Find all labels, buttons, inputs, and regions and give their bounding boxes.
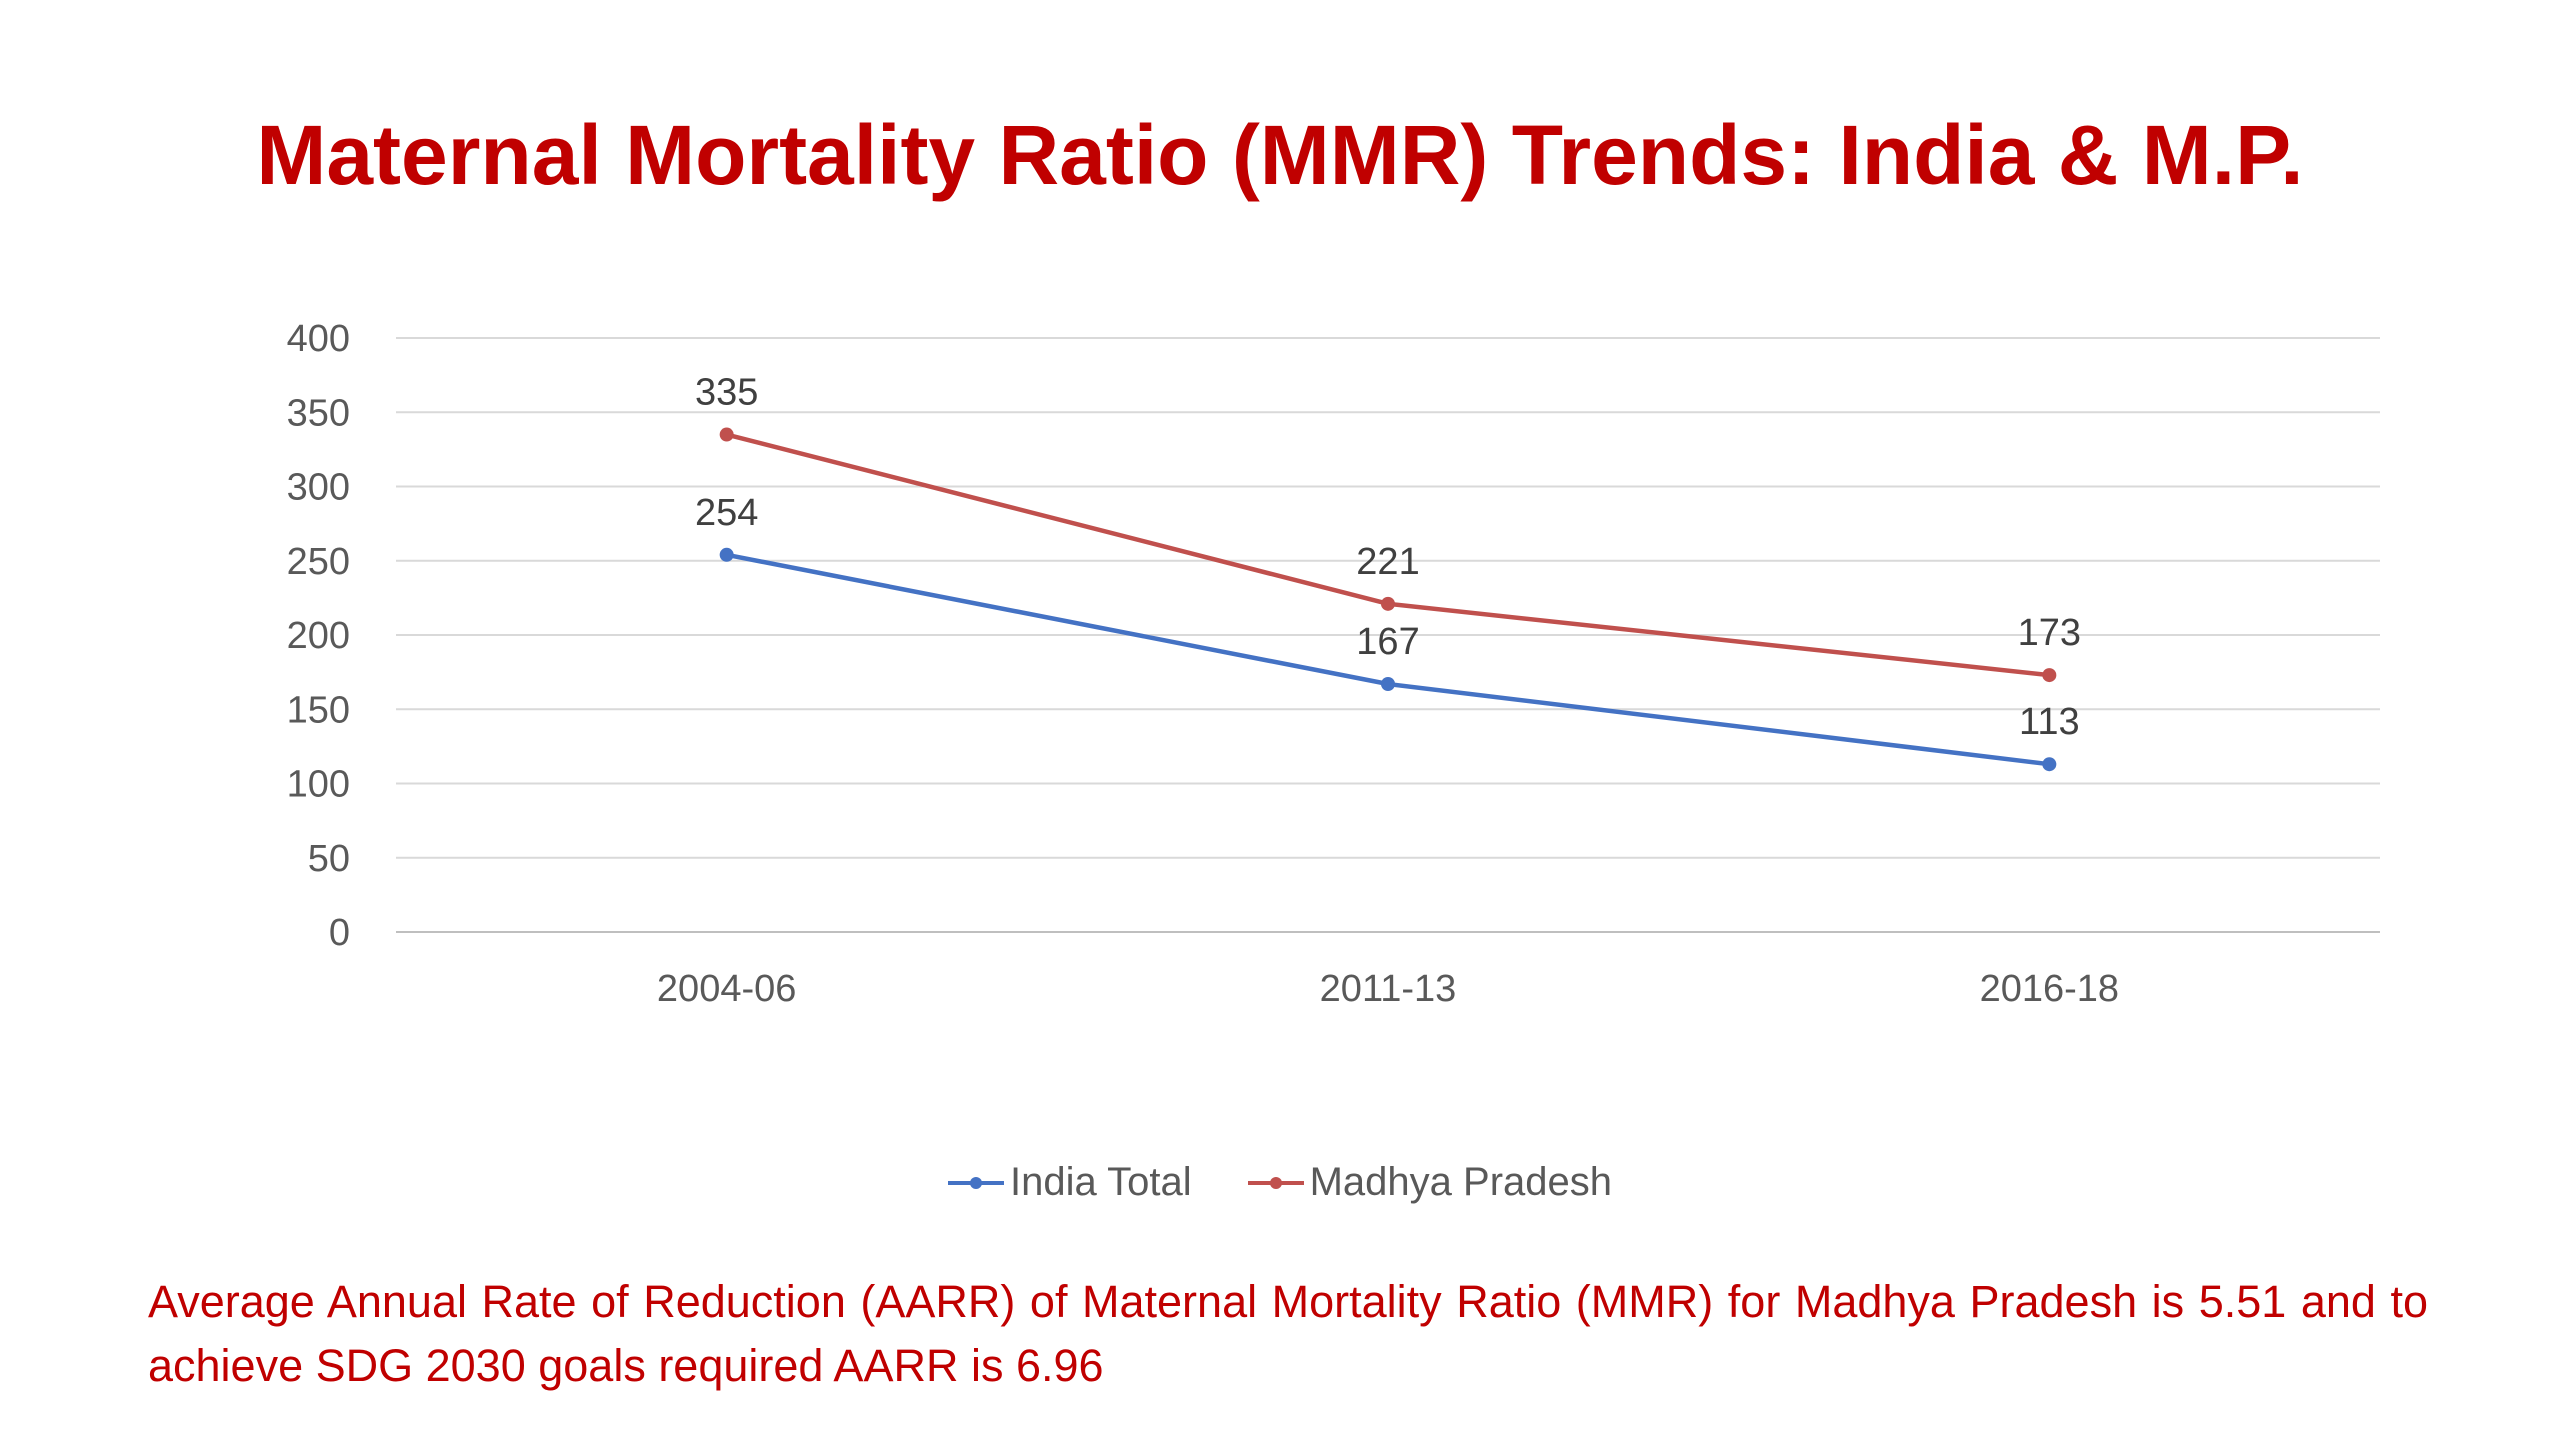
y-tick-label-100: 100 [287,764,350,806]
x-axis-ticks: 2004-06 2011-13 2016-18 [657,968,2119,1010]
x-tick-label-2016-18: 2016-18 [1980,968,2119,1010]
legend: India Total Madhya Pradesh [0,1160,2560,1205]
data-point-madhya-pradesh-1 [1381,596,1395,611]
chart-title: Maternal Mortality Ratio (MMR) Trends: I… [256,108,2304,202]
data-label-india-total-1: 167 [1356,621,1419,663]
y-axis-ticks: 0 50 100 150 200 250 300 350 400 [287,318,350,954]
series-group [719,427,2057,772]
y-tick-label-150: 150 [287,689,350,731]
data-point-india-total-0 [719,547,734,562]
data-label-india-total-0: 254 [695,492,758,534]
data-label-india-total-2: 113 [2019,701,2080,743]
data-labels: 254 167 113 335 221 173 [695,372,2081,744]
legend-label-india-total: India Total [1009,1160,1192,1204]
y-tick-label-200: 200 [287,615,350,657]
legend-item-india-total: India Total [947,1160,1192,1205]
y-tick-label-0: 0 [329,912,350,954]
data-label-madhya-pradesh-2: 173 [2018,612,2081,654]
data-label-madhya-pradesh-0: 335 [695,372,758,414]
legend-label-madhya-pradesh: Madhya Pradesh [1309,1160,1613,1204]
gridlines [396,337,2380,933]
y-tick-label-50: 50 [308,838,350,880]
y-tick-label-350: 350 [287,392,350,434]
data-label-madhya-pradesh-1: 221 [1356,541,1419,583]
legend-item-madhya-pradesh: Madhya Pradesh [1247,1160,1613,1205]
data-point-india-total-1 [1381,677,1395,692]
y-tick-label-250: 250 [287,541,350,583]
x-tick-label-2004-06: 2004-06 [657,968,796,1010]
y-tick-label-300: 300 [287,467,350,509]
aarr-note: Average Annual Rate of Reduction (AARR) … [148,1276,2428,1391]
legend-swatch-madhya-pradesh [1247,1176,1304,1189]
x-tick-label-2011-13: 2011-13 [1320,968,1457,1010]
data-point-madhya-pradesh-2 [2042,668,2057,683]
data-point-madhya-pradesh-0 [719,427,734,442]
data-point-india-total-2 [2042,757,2057,772]
legend-swatch-india-total [947,1176,1004,1189]
y-tick-label-400: 400 [287,318,350,360]
